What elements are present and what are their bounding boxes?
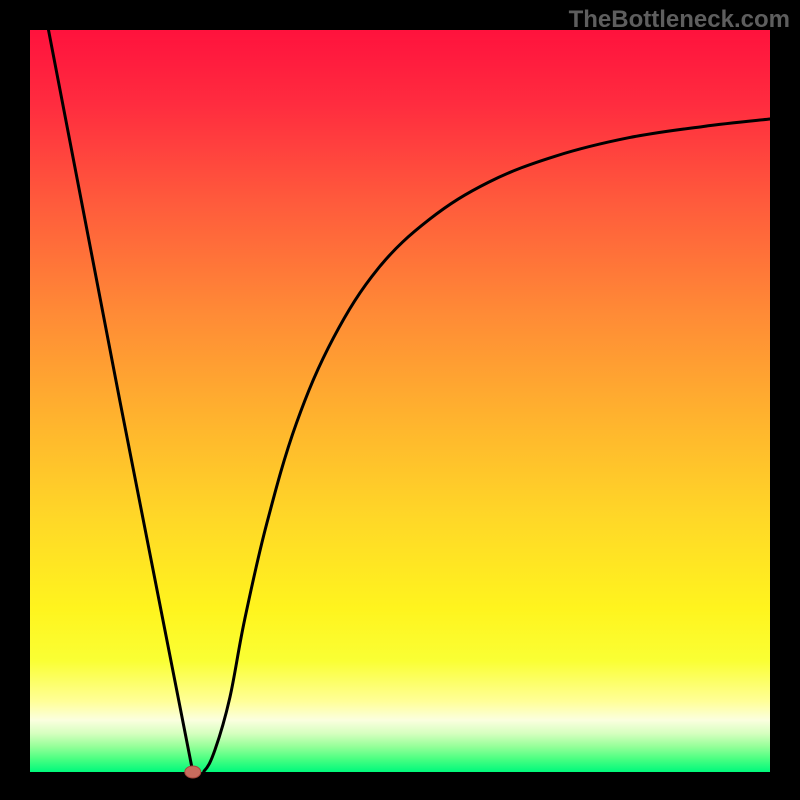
figure-root: TheBottleneck.com bbox=[0, 0, 800, 800]
watermark-label: TheBottleneck.com bbox=[569, 6, 790, 34]
figure-svg bbox=[0, 0, 800, 800]
optimal-point-marker bbox=[185, 766, 201, 778]
plot-background bbox=[30, 30, 770, 772]
